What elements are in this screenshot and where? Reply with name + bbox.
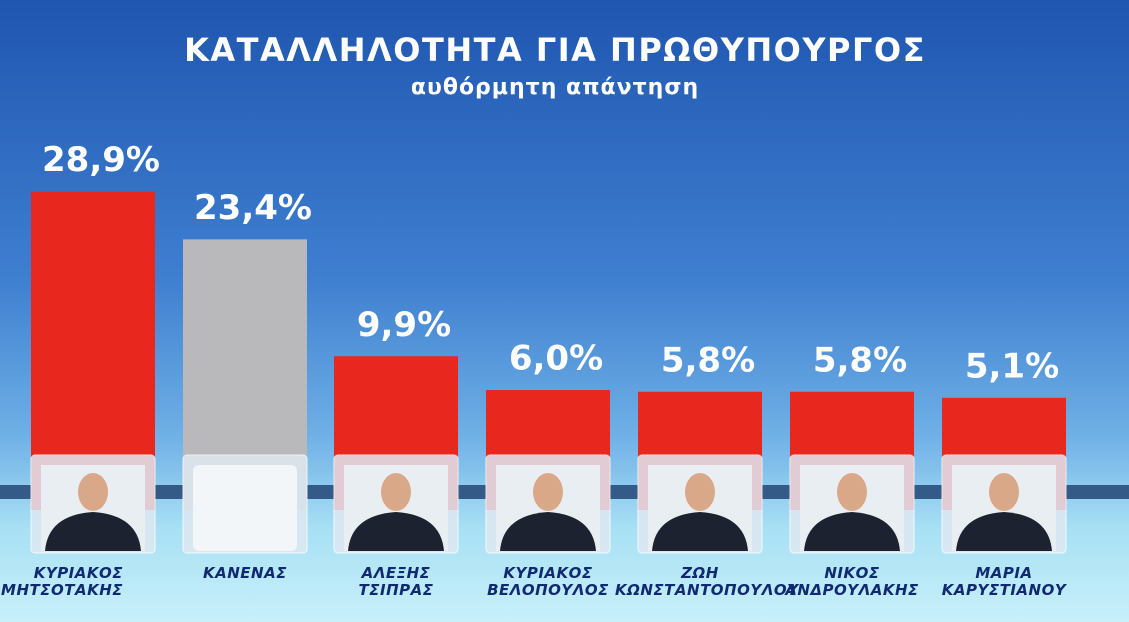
person-head: [837, 473, 867, 511]
person-body: [956, 512, 1052, 551]
person-head: [533, 473, 563, 511]
value-label: 9,9%: [357, 305, 451, 345]
category-label: ΚΑΝΕΝΑΣ: [203, 564, 287, 582]
chart-subtitle: αυθόρμητη απάντηση: [411, 75, 699, 100]
category-label: ΚΥΡΙΑΚΟΣ ΒΕΛΟΠΟΥΛΟΣ: [487, 564, 609, 599]
value-label: 23,4%: [194, 188, 312, 228]
person-head: [989, 473, 1019, 511]
person-body: [804, 512, 900, 551]
value-label: 28,9%: [42, 140, 160, 180]
photo-bg: [193, 465, 297, 551]
person-body: [348, 512, 444, 551]
person-body: [45, 512, 141, 551]
person-head: [78, 473, 108, 511]
value-label: 5,1%: [965, 346, 1059, 386]
category-label: ΚΥΡΙΑΚΟΣ ΜΗΤΣΟΤΑΚΗΣ: [1, 564, 123, 599]
category-label: ΜΑΡΙΑ ΚΑΡΥΣΤΙΑΝΟΥ: [941, 564, 1067, 599]
person-head: [381, 473, 411, 511]
value-label: 6,0%: [509, 339, 603, 379]
value-label: 5,8%: [813, 340, 907, 380]
value-label: 5,8%: [661, 340, 755, 380]
category-label: ΖΩΗ ΚΩΝΣΤΑΝΤΟΠΟΥΛΟΥ: [615, 564, 799, 599]
person-body: [652, 512, 748, 551]
category-label: ΑΛΕΞΗΣ ΤΣΙΠΡΑΣ: [358, 564, 434, 599]
person-body: [500, 512, 596, 551]
category-label: ΝΙΚΟΣ ΑΝΔΡΟΥΛΑΚΗΣ: [785, 564, 919, 599]
person-head: [685, 473, 715, 511]
chart-title: ΚΑΤΑΛΛΗΛΟΤΗΤΑ ΓΙΑ ΠΡΩΘΥΠΟΥΡΓΟΣ: [184, 31, 926, 69]
